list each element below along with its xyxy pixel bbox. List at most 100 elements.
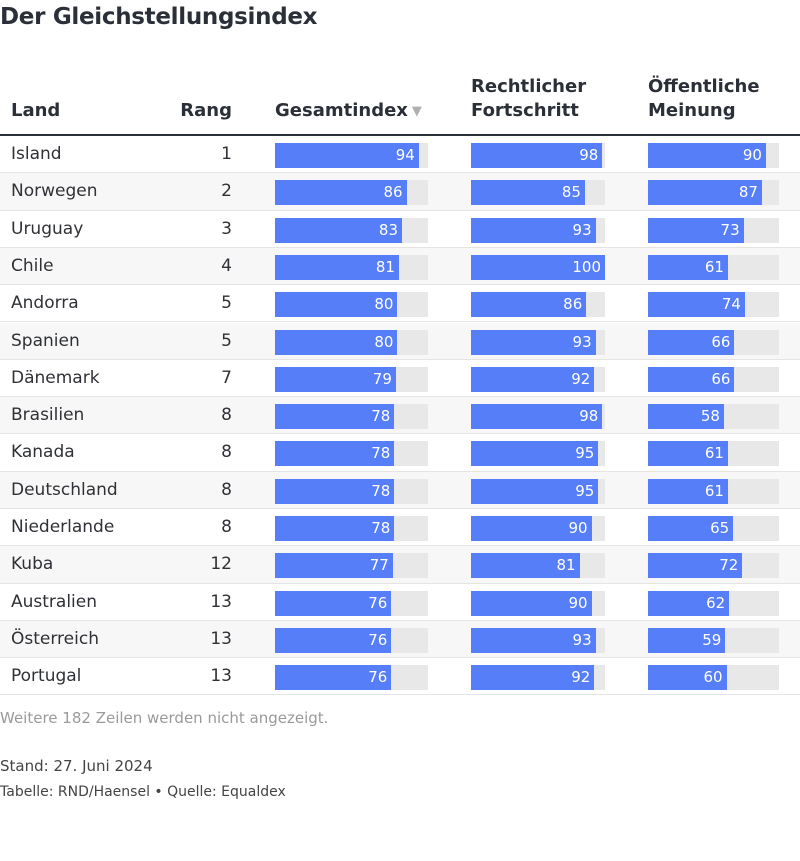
cell-rang: 1 (221, 144, 232, 164)
bar-oeffentliche-meinung (648, 441, 728, 467)
bar-label-oeffentliche-meinung: 62 (706, 593, 726, 612)
bar-oeffentliche-meinung (648, 516, 734, 541)
bar-track-gesamtindex: 81 (275, 254, 428, 280)
bar-label-gesamtindex: 80 (374, 332, 394, 351)
table-row: Österreich 13 76 93 59 (0, 620, 800, 659)
cell-land: Andorra (11, 293, 79, 314)
bar-label-rechtlicher-fortschritt: 92 (571, 369, 591, 388)
bar-label-gesamtindex: 76 (368, 593, 388, 612)
cell-land: Kanada (11, 442, 75, 463)
bar-track-rechtlicher-fortschritt: 92 (471, 665, 605, 691)
cell-rang: 8 (221, 442, 232, 463)
bar-track-gesamtindex: 78 (275, 516, 428, 541)
bar-rechtlicher-fortschritt (471, 143, 603, 168)
bar-label-oeffentliche-meinung: 90 (742, 146, 762, 164)
bar-oeffentliche-meinung (648, 329, 735, 355)
bar-gesamtindex (275, 553, 393, 579)
bar-label-rechtlicher-fortschritt: 93 (572, 332, 592, 351)
bar-label-oeffentliche-meinung: 61 (704, 444, 724, 463)
bar-track-oeffentliche-meinung: 65 (648, 516, 779, 541)
bar-label-oeffentliche-meinung: 66 (711, 369, 731, 388)
cell-rang: 13 (210, 591, 232, 612)
table-row: Niederlande 8 78 90 65 (0, 509, 800, 547)
bar-rechtlicher-fortschritt (471, 329, 596, 355)
bar-label-rechtlicher-fortschritt: 81 (556, 556, 576, 575)
cell-land: Norwegen (11, 181, 98, 202)
bar-track-gesamtindex: 80 (275, 329, 428, 355)
table-row: Spanien 5 80 93 66 (0, 322, 800, 360)
bar-label-oeffentliche-meinung: 66 (711, 332, 731, 351)
table-row: Chile 4 81 100 61 (0, 247, 800, 286)
bar-track-rechtlicher-fortschritt: 90 (471, 590, 605, 616)
bar-gesamtindex (275, 665, 392, 691)
cell-rang: 8 (221, 405, 232, 426)
bar-oeffentliche-meinung (648, 665, 727, 691)
bar-label-rechtlicher-fortschritt: 90 (568, 519, 588, 537)
bar-label-gesamtindex: 79 (372, 369, 392, 388)
bar-track-gesamtindex: 79 (275, 366, 428, 392)
cell-land: Spanien (11, 330, 80, 351)
cell-rang: 8 (221, 479, 232, 500)
header-divider (0, 134, 800, 136)
bar-label-oeffentliche-meinung: 65 (710, 519, 730, 537)
bar-oeffentliche-meinung (648, 366, 735, 392)
cell-land: Brasilien (11, 405, 85, 426)
cell-rang: 5 (221, 330, 232, 351)
bar-track-rechtlicher-fortschritt: 98 (471, 143, 605, 168)
bar-track-gesamtindex: 86 (275, 180, 428, 206)
cell-land: Uruguay (11, 218, 84, 239)
bar-gesamtindex (275, 441, 395, 467)
cell-land: Deutschland (11, 479, 118, 500)
bar-oeffentliche-meinung (648, 254, 728, 280)
column-header-oeffentliche-meinung[interactable]: Öffentliche Meinung (648, 76, 760, 121)
column-header-gesamtindex[interactable]: Gesamtindex ▼ (275, 99, 422, 124)
bar-label-oeffentliche-meinung: 61 (704, 481, 724, 500)
bar-track-rechtlicher-fortschritt: 92 (471, 366, 605, 392)
cell-rang: 8 (221, 517, 232, 537)
bar-label-oeffentliche-meinung: 59 (702, 630, 722, 649)
table-row: Island 1 94 98 90 (0, 136, 800, 174)
bar-label-gesamtindex: 78 (371, 519, 391, 537)
bar-track-rechtlicher-fortschritt: 86 (471, 292, 605, 318)
bar-label-rechtlicher-fortschritt: 92 (571, 668, 591, 687)
bar-label-rechtlicher-fortschritt: 100 (572, 257, 601, 276)
table-row: Brasilien 8 78 98 58 (0, 397, 800, 435)
bar-rechtlicher-fortschritt (471, 665, 595, 691)
cell-rang: 12 (210, 554, 232, 575)
cell-rang: 13 (210, 666, 232, 687)
cell-land: Chile (11, 255, 54, 276)
bar-track-oeffentliche-meinung: 62 (648, 590, 779, 616)
bar-gesamtindex (275, 627, 392, 653)
bar-track-rechtlicher-fortschritt: 95 (471, 441, 605, 467)
bar-gesamtindex (275, 217, 402, 243)
bar-track-gesamtindex: 77 (275, 553, 428, 579)
cell-land: Australien (11, 591, 98, 612)
cell-rang: 4 (221, 255, 232, 276)
bar-rechtlicher-fortschritt (471, 366, 595, 392)
table-row: Deutschland 8 78 95 61 (0, 471, 800, 509)
bar-track-rechtlicher-fortschritt: 93 (471, 627, 605, 653)
bar-track-oeffentliche-meinung: 74 (648, 292, 779, 318)
bar-track-oeffentliche-meinung: 60 (648, 665, 779, 691)
bar-label-oeffentliche-meinung: 74 (721, 295, 741, 314)
bar-track-rechtlicher-fortschritt: 93 (471, 329, 605, 355)
bar-gesamtindex (275, 516, 395, 541)
bar-track-gesamtindex: 76 (275, 665, 428, 691)
table-row: Portugal 13 76 92 60 (0, 658, 800, 696)
bar-label-gesamtindex: 83 (378, 220, 398, 239)
bar-label-gesamtindex: 78 (371, 444, 391, 463)
bar-rechtlicher-fortschritt (471, 292, 587, 318)
cell-rang: 13 (210, 628, 232, 649)
bar-track-gesamtindex: 80 (275, 292, 428, 318)
column-header-land[interactable]: Land (11, 100, 61, 121)
bar-label-rechtlicher-fortschritt: 95 (575, 444, 595, 463)
bar-label-rechtlicher-fortschritt: 98 (579, 407, 599, 426)
bar-rechtlicher-fortschritt (471, 553, 580, 579)
cell-rang: 3 (221, 218, 232, 239)
bar-oeffentliche-meinung (648, 143, 766, 168)
column-header-rechtlicher-fortschritt[interactable]: Rechtlicher Fortschritt (471, 76, 587, 121)
bar-oeffentliche-meinung (648, 553, 743, 579)
bar-rechtlicher-fortschritt (471, 627, 596, 653)
bar-track-rechtlicher-fortschritt: 90 (471, 516, 605, 541)
column-header-rang[interactable]: Rang (180, 100, 232, 121)
